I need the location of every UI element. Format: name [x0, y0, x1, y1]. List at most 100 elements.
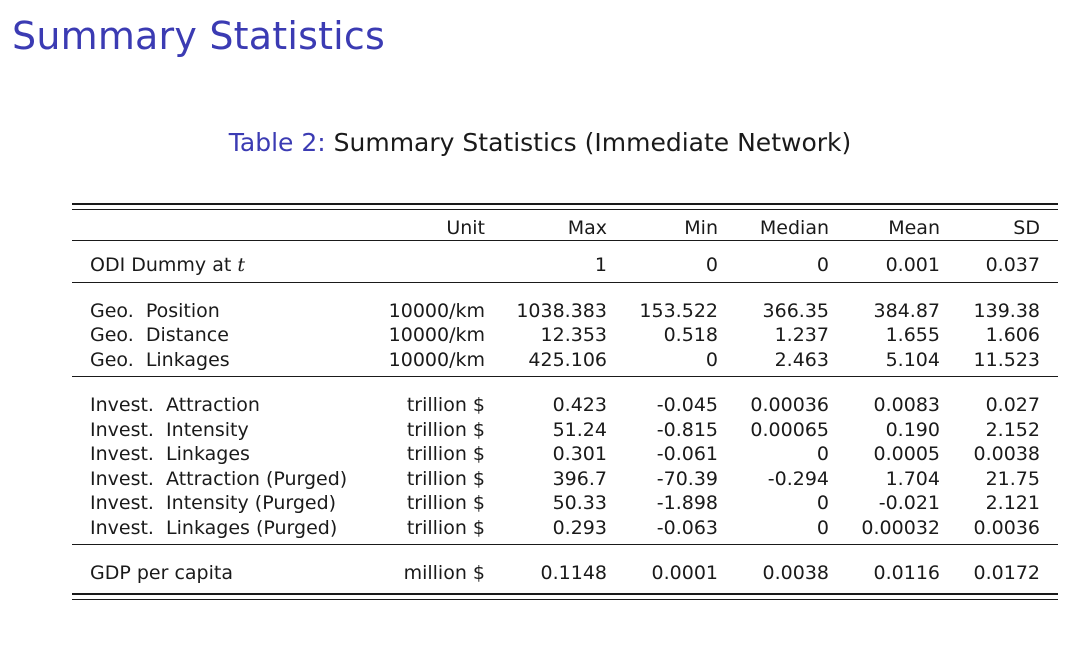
cell-sd: 0.0036 [973, 516, 1040, 539]
header-mean: Mean [888, 217, 940, 239]
group-rule [72, 544, 1058, 545]
cell-unit: 10000/km [388, 348, 485, 371]
cell-median: 366.35 [762, 299, 829, 322]
table-top-rule [72, 203, 1058, 210]
cell-max: 51.24 [552, 418, 607, 441]
table-row: Invest. Linkages (Purged) trillion $ 0.293… [72, 516, 1058, 541]
cell-min: -0.061 [656, 443, 718, 465]
cell-mean: 0.0005 [873, 443, 940, 465]
cell-min: 0 [705, 254, 718, 276]
cell-sd: 21.75 [985, 467, 1040, 490]
header-median: Median [759, 217, 829, 239]
row-label-text: GDP per capita [90, 562, 233, 584]
row-label: Geo. Distance [90, 323, 229, 348]
table-row: ODI Dummy at t 1 0 0 0.001 0.037 [72, 253, 1058, 278]
cell-unit: trillion $ [406, 492, 485, 514]
table-row: Invest. Intensity (Purged) trillion $ 50.3… [72, 491, 1058, 516]
row-label: Invest. Linkages (Purged) [90, 516, 337, 541]
cell-unit: 10000/km [388, 324, 485, 346]
row-label: GDP per capita [90, 561, 233, 586]
cell-sd: 0.0038 [973, 443, 1040, 465]
cell-min: 0.0001 [651, 562, 718, 584]
cell-sd: 0.0172 [973, 562, 1040, 584]
cell-unit: trillion $ [406, 394, 485, 416]
header-unit: Unit [446, 217, 485, 239]
cell-mean: 5.104 [885, 348, 940, 371]
header-min: Min [684, 217, 718, 239]
cell-median: 1.237 [774, 324, 829, 346]
cell-max: 50.33 [552, 492, 607, 514]
cell-max: 0.423 [552, 394, 607, 416]
slide-title: Summary Statistics [12, 14, 386, 58]
row-label-text: Invest. Linkages (Purged) [90, 516, 338, 539]
group-spacer [72, 377, 1058, 393]
row-label-text: Invest. Attraction (Purged) [90, 467, 348, 490]
row-label-text: Geo. Linkages [90, 348, 230, 371]
table-header-row: Unit Max Min Median Mean SD [72, 210, 1058, 240]
row-label: Invest. Intensity [90, 418, 249, 443]
row-label-text: Invest. Linkages [90, 443, 250, 465]
cell-mean: 384.87 [873, 299, 940, 322]
cell-min: -0.063 [656, 516, 718, 539]
cell-median: 0.0038 [762, 562, 829, 584]
cell-max: 0.301 [552, 443, 607, 465]
cell-median: 0 [816, 492, 829, 514]
cell-sd: 1.606 [985, 324, 1040, 346]
row-label: Invest. Intensity (Purged) [90, 491, 336, 516]
row-label: Invest. Attraction [90, 393, 260, 418]
row-label-variable: t [237, 254, 245, 276]
cell-unit: trillion $ [406, 418, 485, 441]
cell-unit: 10000/km [388, 299, 485, 322]
row-label: Invest. Linkages [90, 442, 250, 467]
cell-min: 0.518 [663, 324, 718, 346]
cell-median: 0.00036 [750, 394, 829, 416]
row-label: ODI Dummy at t [90, 253, 245, 278]
cell-unit: trillion $ [406, 467, 485, 490]
cell-min: -0.815 [656, 418, 718, 441]
cell-max: 425.106 [528, 348, 607, 371]
cell-median: 0 [816, 254, 829, 276]
row-label-text: Invest. Intensity (Purged) [90, 492, 337, 514]
cell-max: 1 [594, 254, 607, 276]
cell-sd: 0.027 [985, 394, 1040, 416]
table-row: Invest. Attraction (Purged) trillion $ 396… [72, 467, 1058, 492]
cell-unit: trillion $ [406, 516, 485, 539]
cell-max: 0.293 [552, 516, 607, 539]
table-body: ODI Dummy at t 1 0 0 0.001 0.037 Geo. Position… [72, 241, 1058, 586]
summary-statistics-table: Unit Max Min Median Mean SD ODI Dummy at… [72, 203, 1058, 600]
group-rule [72, 281, 1058, 283]
table-row: Geo. Linkages 10000/km 425.106 0 2.463 5.104 1… [72, 348, 1058, 373]
caption-label: Table 2: [228, 128, 326, 157]
table-row: GDP per capita million $ 0.1148 0.0001 0.003… [72, 561, 1058, 586]
table-caption: Table 2: Summary Statistics (Immediate N… [0, 128, 1080, 157]
cell-max: 12.353 [540, 324, 607, 346]
table-bottom-rule [72, 592, 1058, 600]
cell-mean: 0.00032 [861, 516, 940, 539]
table-row: Geo. Position 10000/km 1038.383 153.522 366.… [72, 299, 1058, 324]
cell-median: 2.463 [774, 348, 829, 371]
cell-sd: 2.121 [985, 492, 1040, 514]
cell-sd: 0.037 [985, 254, 1040, 276]
cell-mean: 0.0116 [873, 562, 940, 584]
row-label: Invest. Attraction (Purged) [90, 467, 347, 492]
cell-min: -70.39 [656, 467, 718, 490]
cell-min: -0.045 [656, 394, 718, 416]
group-spacer [72, 545, 1058, 561]
cell-median: 0.00065 [750, 418, 829, 441]
cell-sd: 2.152 [985, 418, 1040, 441]
cell-mean: 1.704 [885, 467, 940, 490]
cell-max: 0.1148 [540, 562, 607, 584]
row-label: Geo. Linkages [90, 348, 230, 373]
cell-sd: 139.38 [973, 299, 1040, 322]
table-row: Geo. Distance 10000/km 12.353 0.518 1.237 1.6… [72, 323, 1058, 348]
header-max: Max [567, 217, 607, 239]
table-row: Invest. Attraction trillion $ 0.423 -0.045 0… [72, 393, 1058, 418]
cell-mean: 1.655 [885, 324, 940, 346]
group-rule [72, 376, 1058, 377]
header-sd: SD [1013, 217, 1040, 239]
cell-sd: 11.523 [973, 348, 1040, 371]
cell-mean: -0.021 [878, 492, 940, 514]
cell-median: -0.294 [767, 467, 829, 490]
row-label: Geo. Position [90, 299, 220, 324]
row-label-text: Invest. Attraction [90, 394, 260, 416]
